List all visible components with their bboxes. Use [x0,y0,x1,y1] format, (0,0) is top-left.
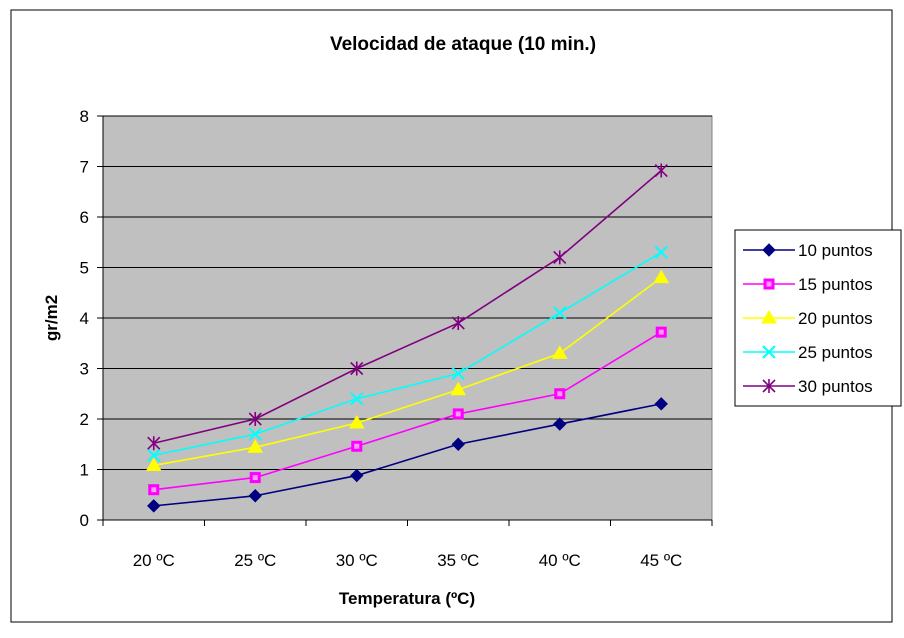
data-point-inner [354,443,360,449]
data-point [451,437,465,451]
data-point [762,243,776,257]
data-point [348,415,365,429]
legend-label: 15 puntos [798,275,873,294]
data-point [654,163,668,178]
series-line [153,403,662,507]
series-25-puntos [147,245,668,463]
data-point [145,457,162,471]
series-line [153,169,662,445]
x-tick-label: 45 ºC [640,551,682,570]
y-tick-label: 1 [80,461,89,480]
series-20-puntos [145,269,670,471]
y-tick-label: 8 [80,107,89,126]
data-point [553,417,567,431]
legend-label: 30 puntos [798,377,873,396]
x-axis-label: Temperatura (ºC) [339,589,475,608]
legend-label: 20 puntos [798,309,873,328]
legend: 10 puntos 15 puntos 20 puntos 25 puntos 30 p… [734,229,902,407]
data-point [248,489,262,503]
data-point [247,439,264,453]
data-point [762,379,776,393]
data-point [654,397,668,411]
data-point [147,436,161,451]
series-line [153,251,662,457]
series-15-puntos [148,326,667,496]
x-tick-label: 40 ºC [539,551,581,570]
legend-item: 25 puntos [743,343,873,362]
series-layer [145,163,670,513]
data-point [654,245,668,260]
data-point [762,345,776,359]
data-point-inner [252,475,258,481]
y-axis-ticks: 0 1 2 3 4 5 6 7 8 [80,107,103,530]
data-point-inner [455,411,461,417]
data-point [451,366,465,381]
data-point-inner [557,391,563,397]
series-line [153,276,662,467]
y-tick-label: 4 [80,309,89,328]
gridlines [103,115,712,470]
data-point [147,448,161,463]
legend-label: 10 puntos [798,241,873,260]
y-tick-label: 3 [80,360,89,379]
y-tick-label: 6 [80,208,89,227]
y-axis-label: gr/m2 [42,295,61,341]
x-tick-label: 30 ºC [336,551,378,570]
series-line [153,331,662,491]
data-point [551,345,568,359]
data-point [248,412,262,426]
data-point [553,306,567,320]
data-point [350,361,364,376]
legend-item: 10 puntos [743,241,873,260]
data-point [350,468,364,483]
x-tick-label: 20 ºC [133,551,175,570]
data-point-inner [151,487,157,493]
chart-title: Velocidad de ataque (10 min.) [330,34,596,55]
y-tick-label: 5 [80,259,89,278]
y-tick-label: 2 [80,410,89,429]
legend-item: 15 puntos [743,275,873,294]
legend-item: 30 puntos [743,377,873,396]
data-point [761,310,777,324]
data-point [450,381,467,396]
data-point [451,316,465,331]
x-tick-label: 35 ºC [437,551,479,570]
data-point-inner [766,281,772,287]
legend-label: 25 puntos [798,343,873,362]
data-point [350,392,364,406]
data-point-inner [658,329,664,335]
data-point [147,499,161,513]
series-10-puntos [147,397,668,513]
y-tick-label: 7 [80,158,89,177]
x-tick-label: 25 ºC [234,551,276,570]
legend-item: 20 puntos [743,309,873,328]
x-axis-ticks: 20 ºC 25 ºC 30 ºC 35 ºC 40 ºC 45 ºC [102,520,713,570]
series-30-puntos [147,163,668,451]
y-tick-label: 0 [80,511,89,530]
data-point [653,269,670,284]
data-point [248,427,262,441]
data-point [553,250,567,265]
